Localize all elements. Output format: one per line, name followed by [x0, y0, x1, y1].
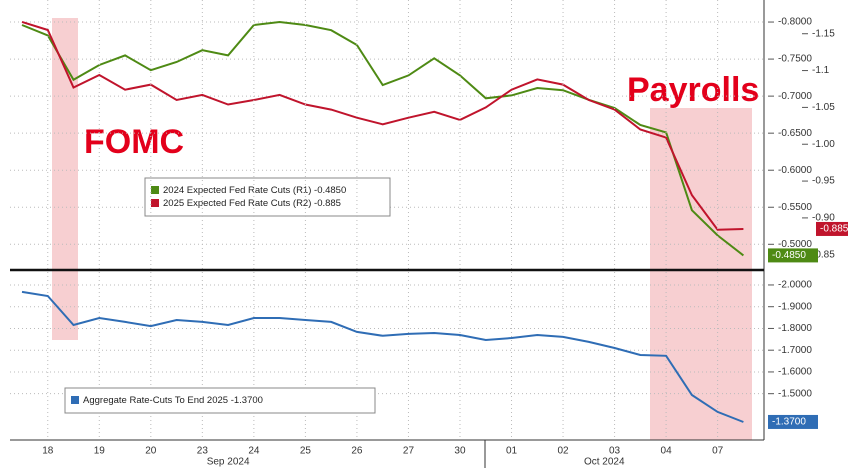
- y2-tick-label: -1.15: [812, 28, 835, 39]
- y-tick-label: -0.5500: [778, 202, 812, 213]
- legend-entry: 2025 Expected Fed Rate Cuts (R2) -0.885: [163, 198, 341, 209]
- x-tick-label: 04: [661, 446, 673, 457]
- y2-tick-label: -0.90: [812, 213, 835, 224]
- series-line: [21, 20, 745, 257]
- y2-tick-label: -1.05: [812, 102, 835, 113]
- y-tick-label: -0.8000: [778, 17, 812, 28]
- last-value-label: -1.3700: [772, 417, 806, 428]
- legend-name: 2024 Expected Fed Rate Cuts (R1): [163, 185, 311, 196]
- x-tick-label: 07: [712, 446, 724, 457]
- x-tick-label: 25: [300, 446, 312, 457]
- last-value-tag: [816, 221, 848, 236]
- legend: [144, 177, 391, 217]
- payrolls-shade: [650, 108, 752, 440]
- y-tick-label: -0.7500: [778, 54, 812, 65]
- y2-tick-label: -1.00: [812, 139, 835, 150]
- x-tick-label: 20: [145, 446, 157, 457]
- series-line: [21, 290, 744, 423]
- legend-name: Aggregate Rate-Cuts To End 2025: [83, 395, 228, 406]
- legend-value: -0.4850: [314, 185, 346, 196]
- y-tick-label: -2.0000: [778, 280, 812, 291]
- legend-name: 2025 Expected Fed Rate Cuts (R2): [163, 198, 311, 209]
- legend-value: -0.885: [314, 198, 341, 209]
- y2-tick-label: -0.95: [812, 176, 835, 187]
- series-line: [21, 20, 744, 231]
- x-tick-label: 18: [42, 446, 54, 457]
- y2-tick-label: -0.85: [812, 249, 835, 260]
- last-value-label: -0.4850: [772, 250, 806, 261]
- month-label: Sep 2024: [207, 457, 250, 468]
- x-tick-label: 30: [454, 446, 466, 457]
- annotation: Payrolls: [627, 71, 759, 109]
- legend-entry: Aggregate Rate-Cuts To End 2025 -1.3700: [83, 395, 263, 406]
- legend-entry: 2024 Expected Fed Rate Cuts (R1) -0.4850: [163, 185, 346, 196]
- x-tick-label: 03: [609, 446, 621, 457]
- last-value-tag: [768, 414, 818, 429]
- legend-swatch: [71, 396, 79, 404]
- y-tick-label: -1.7000: [778, 345, 812, 356]
- y-tick-label: -1.8000: [778, 323, 812, 334]
- y-tick-label: -0.5000: [778, 239, 812, 250]
- x-tick-label: 27: [403, 446, 415, 457]
- y-tick-label: -1.6000: [778, 367, 812, 378]
- fomc-shade: [52, 18, 78, 340]
- last-value-label: -0.885: [820, 224, 848, 235]
- y-tick-label: -0.6500: [778, 128, 812, 139]
- y2-tick-label: -1.1: [812, 65, 830, 76]
- x-tick-label: 01: [506, 446, 518, 457]
- annotation: FOMC: [84, 123, 184, 161]
- x-tick-label: 23: [197, 446, 209, 457]
- x-tick-label: 02: [557, 446, 569, 457]
- y-tick-label: -1.5000: [778, 388, 812, 399]
- legend-value: -1.3700: [231, 395, 263, 406]
- legend-swatch: [151, 199, 159, 207]
- y-tick-label: -0.6000: [778, 165, 812, 176]
- month-label: Oct 2024: [584, 457, 625, 468]
- x-tick-label: 19: [94, 446, 106, 457]
- y-tick-label: -1.9000: [778, 301, 812, 312]
- x-tick-label: 26: [351, 446, 363, 457]
- legend-swatch: [151, 186, 159, 194]
- legend: [64, 387, 376, 414]
- last-value-tag: [768, 248, 818, 263]
- y-tick-label: -0.7000: [778, 91, 812, 102]
- x-tick-label: 24: [248, 446, 260, 457]
